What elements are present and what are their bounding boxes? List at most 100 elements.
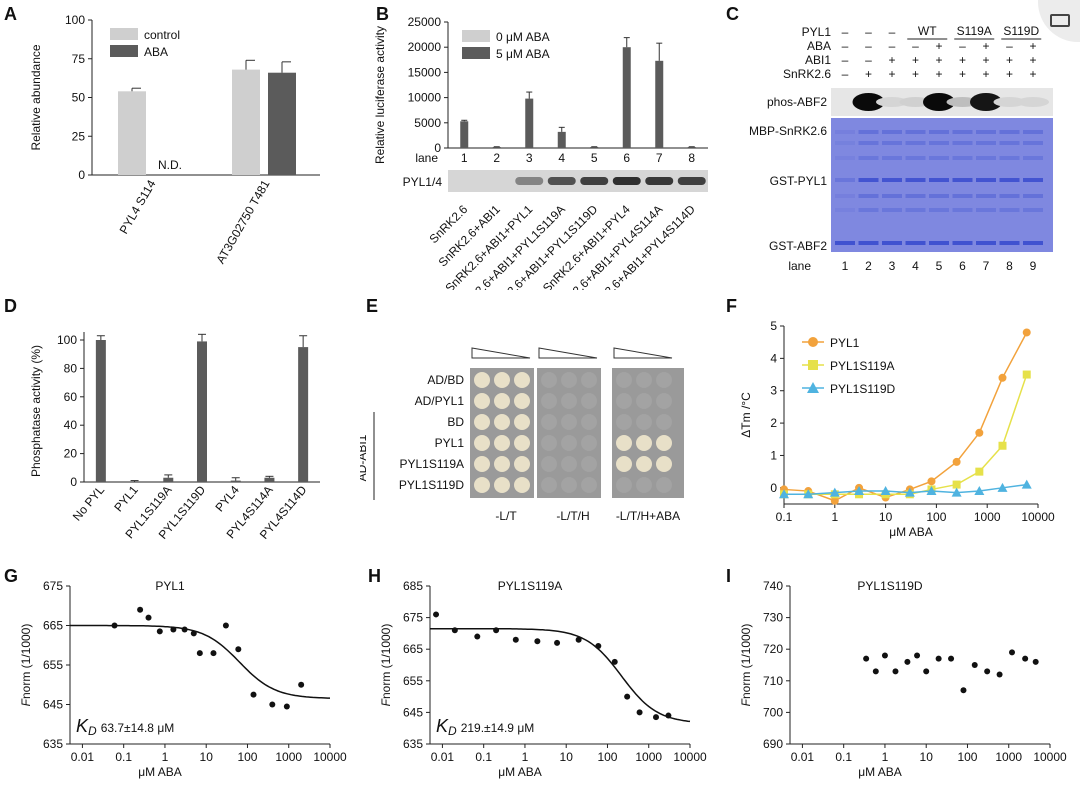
blot-band: [852, 93, 885, 111]
y-tick-label: 0: [770, 481, 777, 495]
data-point: [951, 487, 962, 497]
fit-curve: [70, 624, 330, 699]
panel-label-e: E: [366, 296, 379, 316]
bar: [163, 477, 174, 482]
y-axis-label: Relative abundance: [29, 44, 43, 150]
blot-label: phos-ABF2: [767, 95, 827, 109]
x-tick-label: 10000: [313, 750, 347, 764]
gel-band: [1023, 178, 1043, 182]
data-point: [880, 486, 891, 496]
y-axis-label: Fnorm (1/1000): [739, 624, 753, 707]
row-symbol: +: [1006, 53, 1013, 67]
nd-annotation: N.D.: [158, 158, 182, 172]
y-tick-label: 720: [763, 642, 783, 656]
bar: [118, 91, 146, 175]
gel-band: [905, 241, 926, 245]
y-tick-label: 20000: [408, 40, 442, 54]
data-point: [235, 646, 242, 653]
x-tick-label: 1000: [275, 750, 302, 764]
x-tick-label: 1000: [974, 510, 1001, 524]
data-point: [863, 655, 870, 662]
data-point: [904, 658, 911, 665]
data-point: [1032, 658, 1039, 665]
data-point: [830, 496, 839, 505]
x-tick-label: 1000: [995, 750, 1022, 764]
yeast-colony: [616, 435, 632, 451]
bar: [197, 341, 207, 482]
lane-number: 7: [983, 259, 990, 273]
y-tick-label: 675: [403, 611, 423, 625]
data-point: [575, 636, 582, 643]
yeast-colony: [474, 477, 490, 493]
x-tick-label: 0.1: [115, 750, 132, 764]
fullscreen-icon: [1050, 14, 1070, 27]
lane-number: 6: [623, 151, 630, 165]
y-tick-label: 2: [770, 416, 777, 430]
blot-band: [993, 97, 1026, 107]
bar: [655, 60, 664, 148]
yeast-row-label: PYL1S119D: [399, 478, 464, 492]
kd-value: 63.7±14.8 μM: [101, 721, 175, 735]
gel-band: [999, 241, 1020, 245]
x-axis-label: μM ABA: [858, 765, 902, 779]
legend-swatch: [462, 30, 490, 42]
y-tick-label: 75: [72, 52, 86, 66]
yeast-colony: [656, 372, 672, 388]
y-tick-label: 710: [763, 674, 783, 688]
y-tick-label: 20: [64, 447, 78, 461]
data-point: [653, 714, 660, 721]
panel-label-c: C: [726, 4, 739, 24]
gel-band: [882, 141, 902, 145]
panel-label-b: B: [376, 4, 389, 24]
x-tick-label: 0.01: [431, 750, 455, 764]
lane-number: 2: [493, 151, 500, 165]
yeast-colony: [514, 477, 530, 493]
gel-band: [858, 130, 879, 134]
gel-band: [858, 141, 879, 145]
western-blot: [448, 170, 708, 192]
gel-band: [976, 156, 996, 160]
kd-subscript: D: [88, 724, 97, 738]
data-point: [975, 467, 984, 476]
yeast-colony: [541, 372, 557, 388]
gel-band: [976, 141, 996, 145]
panel-label-g: G: [4, 566, 19, 586]
plate-condition-label: -L/T/H: [556, 509, 589, 523]
panel-label-h: H: [368, 566, 381, 586]
row-symbol: +: [1029, 39, 1036, 53]
yeast-plate: [612, 368, 684, 498]
gel-band: [905, 156, 926, 160]
y-tick-label: 690: [763, 737, 783, 751]
yeast-colony: [541, 393, 557, 409]
lane-number: 3: [526, 151, 533, 165]
lane-number: 5: [936, 259, 943, 273]
legend-swatch: [110, 45, 138, 57]
gel-band: [976, 130, 996, 134]
chart-i: 690 700 710 720 730 740 0.01 0.1 1 10 100 1000 10000…: [739, 579, 1067, 779]
yeast-colony: [474, 456, 490, 472]
lane-number: 7: [656, 151, 663, 165]
yeast-colony: [581, 372, 597, 388]
chart-title: PYL1S119D: [857, 579, 922, 593]
yeast-colony: [514, 456, 530, 472]
row-symbol: +: [935, 67, 942, 81]
x-tick-label: 100: [957, 750, 977, 764]
chart-title: PYL1S119A: [498, 579, 563, 593]
data-point: [269, 701, 276, 708]
yeast-colony: [581, 414, 597, 430]
row-symbol: +: [1029, 67, 1036, 81]
gel-band: [999, 156, 1020, 160]
row-symbol: +: [982, 67, 989, 81]
x-tick-label: 1: [882, 750, 889, 764]
data-point: [433, 611, 440, 618]
blot-band: [677, 177, 706, 185]
yeast-colony: [514, 414, 530, 430]
yeast-row-label: AD/PYL1: [415, 394, 465, 408]
x-tick-label: 100: [237, 750, 257, 764]
x-tick-label: AT3G02750 T481: [213, 177, 272, 266]
yeast-row-label: PYL1: [435, 436, 465, 450]
x-axis-label: μM ABA: [498, 765, 542, 779]
yeast-colony: [636, 393, 652, 409]
panel-e-yeast: -L/T -L/T/H -L/T/H+ABA AD/BD AD/PYL1 BD PYL1 PY…: [360, 347, 684, 523]
yeast-colony: [616, 414, 632, 430]
